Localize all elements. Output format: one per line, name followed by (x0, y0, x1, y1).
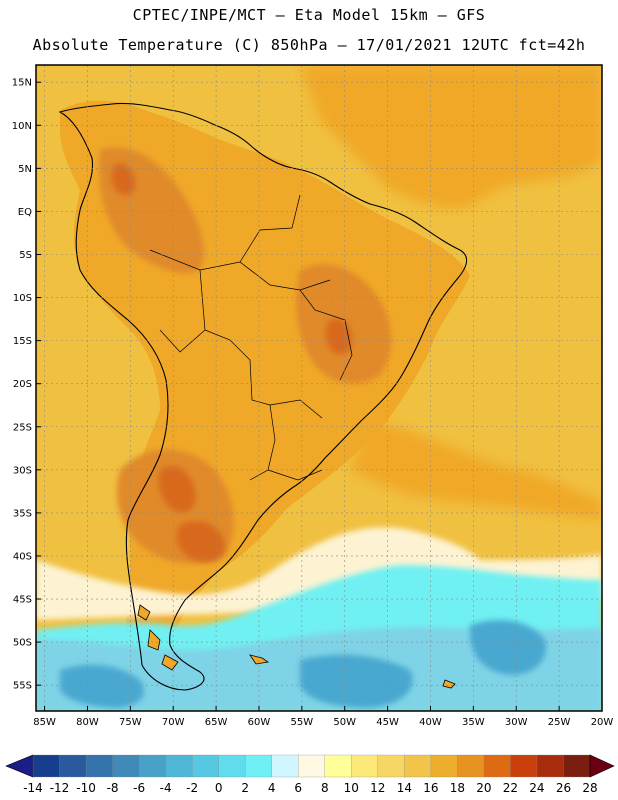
colorbar-swatch (298, 754, 326, 778)
latitude-label: 15S (13, 336, 32, 347)
colorbar-label: 14 (397, 781, 412, 795)
temperature-field (36, 65, 602, 711)
colorbar-high-arrow (589, 754, 615, 778)
latitude-label: 25S (13, 422, 32, 433)
warm-north-ocean (300, 65, 602, 209)
colorbar-label: 8 (321, 781, 329, 795)
very-hot-cell-colombia (111, 163, 135, 196)
latitude-label: 40S (13, 551, 32, 562)
longitude-label: 60W (248, 717, 271, 728)
colorbar-swatch (324, 754, 352, 778)
colorbar-label: -12 (50, 781, 70, 795)
colorbar-swatch (85, 754, 114, 778)
very-hot-cell-goias (325, 318, 352, 355)
latitude-label: 20S (13, 379, 32, 390)
latitude-label: 5N (18, 164, 32, 175)
colorbar-label: -6 (133, 781, 145, 795)
very-hot-cell-pampa (176, 521, 226, 562)
longitude-label: 85W (33, 717, 56, 728)
longitude-label: 35W (462, 717, 485, 728)
blue-patch-southwest (60, 664, 144, 708)
latitude-label: EQ (18, 207, 32, 218)
map-title-line-1: CPTEC/INPE/MCT – Eta Model 15km – GFS (132, 6, 486, 24)
colorbar-swatch (218, 754, 246, 778)
colorbar-swatch (483, 754, 511, 778)
colorbar-label: -14 (23, 781, 43, 795)
colorbar-label: -2 (186, 781, 198, 795)
latitude-label: 30S (13, 465, 32, 476)
latitude-label: 45S (13, 595, 32, 606)
longitude-label: 55W (291, 717, 314, 728)
longitude-label: 50W (333, 717, 356, 728)
south-america-coastline (58, 102, 468, 691)
colorbar-label: 10 (344, 781, 359, 795)
colorbar-swatch (510, 754, 538, 778)
colorbar-swatch (351, 754, 379, 778)
colorbar-swatch (563, 754, 591, 778)
colorbar-label: 26 (556, 781, 571, 795)
colorbar-label: 18 (450, 781, 465, 795)
longitude-label: 40W (419, 717, 442, 728)
colorbar-swatch (32, 754, 60, 778)
colorbar-label: 6 (294, 781, 302, 795)
temperature-colorbar: -14 -12 -10 -8 -6 -4 -2 0 2 4 6 8 10 12 14 16 18 20 22 24 26… (5, 754, 615, 795)
latitude-label: 15N (12, 78, 32, 89)
blue-patch-southeast (300, 654, 413, 708)
colorbar-label: -8 (107, 781, 119, 795)
colorbar-label: 16 (423, 781, 438, 795)
colorbar-swatch (59, 754, 87, 778)
colorbar-swatch (245, 754, 273, 778)
longitude-label: 45W (376, 717, 399, 728)
longitude-label: 20W (591, 717, 614, 728)
very-hot-cell-argentina (158, 466, 196, 513)
colorbar-swatch (138, 754, 167, 778)
latitude-label: 50S (13, 638, 32, 649)
longitude-label: 25W (548, 717, 571, 728)
colorbar-label: 0 (215, 781, 223, 795)
latitude-label: 55S (13, 681, 32, 692)
colorbar-low-arrow (5, 754, 34, 778)
colorbar-swatch (404, 754, 432, 778)
colorbar-swatch (457, 754, 485, 778)
longitude-label: 65W (205, 717, 228, 728)
colorbar-label: 2 (241, 781, 249, 795)
colorbar-label: 24 (529, 781, 544, 795)
colorbar-swatch (430, 754, 458, 778)
longitude-label: 70W (162, 717, 185, 728)
longitude-labels: 85W 80W 75W 70W 65W 60W 55W 50W 45W 40W 35W 30W 25W 2… (33, 717, 613, 728)
map-title-line-2: Absolute Temperature (C) 850hPa – 17/01/… (32, 36, 586, 54)
colorbar-swatch (112, 754, 140, 778)
colorbar-label: 20 (476, 781, 491, 795)
colorbar-swatch (165, 754, 193, 778)
longitude-label: 80W (76, 717, 99, 728)
blue-patch-east (469, 620, 546, 675)
colorbar-swatch (191, 754, 220, 778)
colorbar-label: 28 (582, 781, 597, 795)
colorbar-swatch (271, 754, 299, 778)
colorbar-swatch (377, 754, 405, 778)
latitude-label: 10N (12, 121, 32, 132)
longitude-label: 75W (119, 717, 142, 728)
colorbar-label: 4 (268, 781, 276, 795)
andes-islands (137, 604, 456, 689)
latitude-label: 5S (19, 250, 32, 261)
colorbar-label: 12 (370, 781, 385, 795)
colorbar-swatch (536, 754, 564, 778)
map-frame (35, 64, 603, 712)
colorbar-label: 22 (503, 781, 518, 795)
latitude-label: 35S (13, 508, 32, 519)
colorbar-label: -4 (160, 781, 172, 795)
graticule (36, 65, 603, 711)
latitude-label: 10S (13, 293, 32, 304)
latitude-labels: 15N 10N 5N EQ 5S 10S 15S 20S 25S 30S 35S 40S 45S 50S 5… (12, 78, 32, 692)
longitude-label: 30W (505, 717, 528, 728)
colorbar-label: -10 (76, 781, 96, 795)
